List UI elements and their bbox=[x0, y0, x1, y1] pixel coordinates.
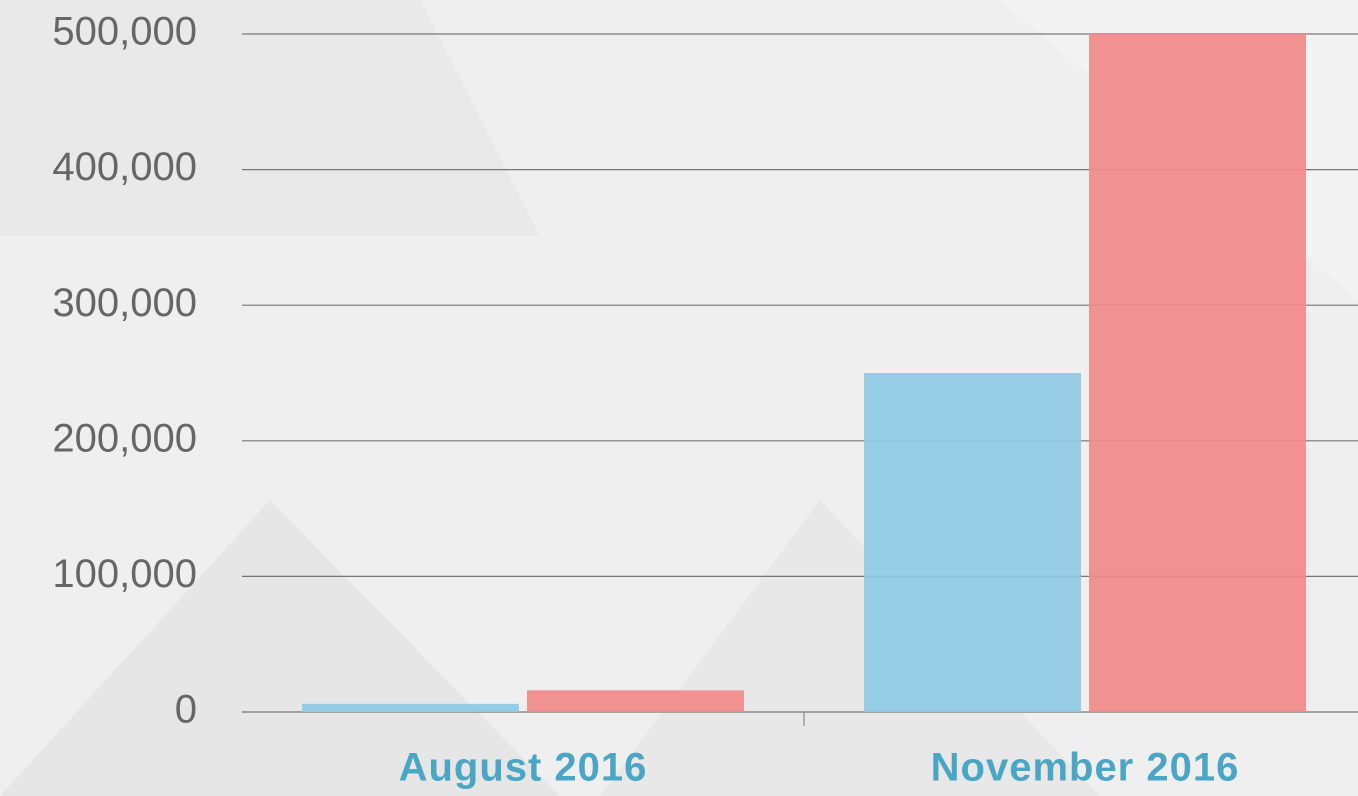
background-shape bbox=[0, 500, 560, 796]
x-tick-label: August 2016 bbox=[399, 746, 648, 790]
x-tick-label: November 2016 bbox=[931, 746, 1240, 790]
y-tick-label: 500,000 bbox=[52, 10, 197, 54]
y-tick-label: 0 bbox=[175, 688, 197, 732]
bar bbox=[302, 703, 519, 712]
y-tick-label: 400,000 bbox=[52, 145, 197, 189]
bar bbox=[527, 690, 744, 712]
bar bbox=[864, 373, 1081, 712]
background-shape bbox=[0, 0, 540, 236]
y-tick-label: 200,000 bbox=[52, 416, 197, 460]
y-tick-label: 300,000 bbox=[52, 281, 197, 325]
bar bbox=[1089, 34, 1306, 712]
background-shape bbox=[600, 500, 1100, 796]
y-tick-label: 100,000 bbox=[52, 552, 197, 596]
